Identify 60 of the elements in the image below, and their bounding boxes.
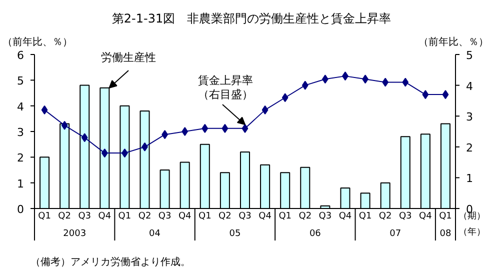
x-tick-label: Q4	[178, 212, 192, 222]
point	[81, 133, 88, 142]
x-axis-title: （期）	[458, 210, 486, 222]
x-tick-label: Q2	[138, 212, 152, 222]
y-tick-label: 3	[17, 126, 24, 139]
x-tick-label: Q3	[238, 212, 252, 222]
y-tick-label: 4	[17, 100, 24, 114]
x-tick-label: Q4	[419, 212, 432, 222]
y-tick-label: 0	[17, 203, 24, 216]
text: （備考）アメリカ労働省より作成。	[30, 256, 190, 268]
y2-tick-label: 2	[466, 141, 473, 154]
text: 05	[229, 229, 241, 239]
point	[222, 124, 228, 133]
text: 04	[149, 229, 161, 239]
text: 06	[309, 229, 322, 239]
point	[242, 124, 248, 133]
point	[442, 90, 449, 100]
y-tick-label: 5	[17, 74, 24, 88]
y-tick-label: 6	[17, 49, 24, 62]
point	[302, 80, 308, 90]
x-tick-label: Q1	[118, 212, 132, 222]
text: 2003	[63, 229, 86, 239]
x-tick-label: Q2	[298, 212, 312, 222]
x-tick-label: Q4	[98, 212, 112, 222]
text: 労働生産性	[101, 51, 156, 64]
text: （年）	[458, 226, 486, 238]
point	[282, 93, 288, 102]
text: 07	[390, 229, 402, 239]
point	[202, 124, 208, 133]
x-tick-label: Q1	[38, 212, 51, 222]
y-axis-title: （前年比、％）	[2, 36, 72, 48]
x-tick-label: Q4	[258, 212, 272, 222]
x-tick-label: Q1	[278, 212, 292, 222]
x-tick-label: Q1	[198, 212, 212, 222]
point	[402, 78, 409, 87]
point	[182, 127, 188, 136]
x-tick-label: Q2	[378, 212, 392, 222]
x-tick-label: Q1	[358, 212, 372, 222]
x-tick-label: Q2	[58, 212, 71, 222]
chart-title: 第2-1-31図 非農業部門の労働生産性と賃金上昇率	[112, 12, 392, 26]
y2-tick-label: 5	[466, 49, 473, 62]
point	[41, 105, 48, 114]
x-tick-label: Q4	[338, 212, 352, 222]
point	[422, 90, 429, 100]
point	[262, 105, 268, 114]
x-tick-label: Q3	[78, 212, 92, 222]
x-tick-label: Q2	[218, 212, 232, 222]
y2-axis-title: （前年比、％）	[418, 36, 488, 48]
x-tick-label: Q1	[439, 212, 452, 222]
y2-tick-label: 4	[466, 80, 473, 93]
y2-tick-label: 1	[466, 172, 473, 186]
x-tick-label: Q3	[318, 212, 332, 222]
point	[61, 120, 68, 130]
y-tick-label: 2	[17, 152, 24, 165]
x-tick-label: Q3	[158, 212, 172, 222]
y-tick-label: 1	[17, 177, 24, 190]
text: 08	[440, 229, 452, 239]
x-tick-label: Q3	[398, 212, 412, 222]
y2-tick-label: 3	[466, 110, 473, 124]
series-label: 賃金上昇率（右目盛）	[198, 74, 253, 101]
